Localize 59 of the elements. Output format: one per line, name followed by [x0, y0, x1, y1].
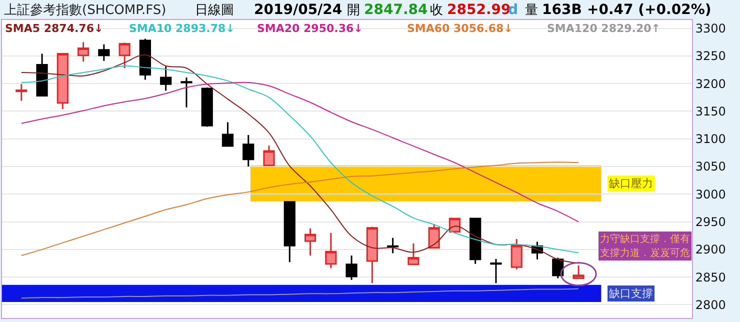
candlestick — [470, 217, 482, 265]
text: 2847.84 — [364, 2, 428, 18]
candlestick — [77, 41, 90, 62]
candlestick — [16, 83, 28, 102]
y-tick-label: 3300 — [695, 21, 726, 36]
candlestick — [408, 242, 420, 266]
text: 日線圖 — [195, 3, 234, 18]
text: 收 — [430, 3, 443, 18]
candlestick — [222, 122, 234, 147]
line-series — [20, 288, 580, 299]
candlestick — [201, 86, 213, 128]
annotation: 力守缺口支撐．僅有 — [600, 233, 690, 245]
text: SMA5 2874.76↓ — [5, 22, 104, 35]
line-series — [20, 82, 580, 222]
candlestick — [284, 200, 296, 263]
candlestick — [160, 66, 172, 92]
candlestick — [346, 254, 358, 281]
candlestick — [263, 144, 275, 166]
y-tick-label: 2850 — [695, 270, 726, 284]
y-tick-label: 3050 — [695, 160, 726, 174]
y-tick-label: 3200 — [695, 76, 726, 91]
text: SMA120 2829.20↑ — [547, 22, 660, 35]
candlestick — [180, 76, 192, 108]
candlestick — [490, 258, 502, 284]
text: d — [508, 2, 518, 18]
line-series — [20, 162, 580, 256]
y-tick-label: 3250 — [695, 49, 726, 64]
y-tick-label: 2900 — [695, 242, 726, 257]
y-tick-label: 3100 — [695, 132, 726, 146]
candlestick — [139, 38, 152, 80]
text: 163B — [542, 2, 582, 18]
text: SMA60 3056.68↓ — [407, 22, 513, 35]
candlestick — [56, 52, 68, 110]
y-tick-label: 2950 — [695, 215, 726, 229]
band-label: 缺口壓力 — [609, 177, 653, 190]
candlestick — [366, 226, 378, 284]
text: SMA20 2950.36↓ — [257, 22, 363, 35]
text: 開 — [347, 3, 360, 18]
candlestick — [36, 52, 48, 98]
band-label: 缺口支撐 — [609, 287, 653, 300]
candlestick — [242, 134, 254, 168]
candlestick — [572, 264, 584, 280]
candlestick — [98, 44, 110, 62]
y-tick-label: 2800 — [695, 298, 726, 312]
candlestick — [387, 237, 399, 254]
y-tick-label: 3150 — [695, 104, 726, 118]
candlestick — [118, 42, 130, 69]
text: 2019/05/24 — [254, 2, 342, 18]
candlestick — [325, 232, 337, 269]
chart-title: 上証參考指數(SHCOMP.FS) — [4, 3, 166, 18]
annotation: 支撐力道．岌岌可危 — [600, 247, 690, 259]
candlestick — [510, 238, 522, 270]
y-tick-label: 3000 — [695, 187, 726, 202]
candlestick — [428, 223, 440, 250]
text: 2852.99 — [447, 2, 511, 18]
candlestick — [304, 228, 316, 256]
text: 量 — [525, 3, 538, 18]
text: SMA10 2893.78↓ — [129, 22, 235, 35]
text: +0.47 (+0.02%) — [587, 2, 712, 18]
